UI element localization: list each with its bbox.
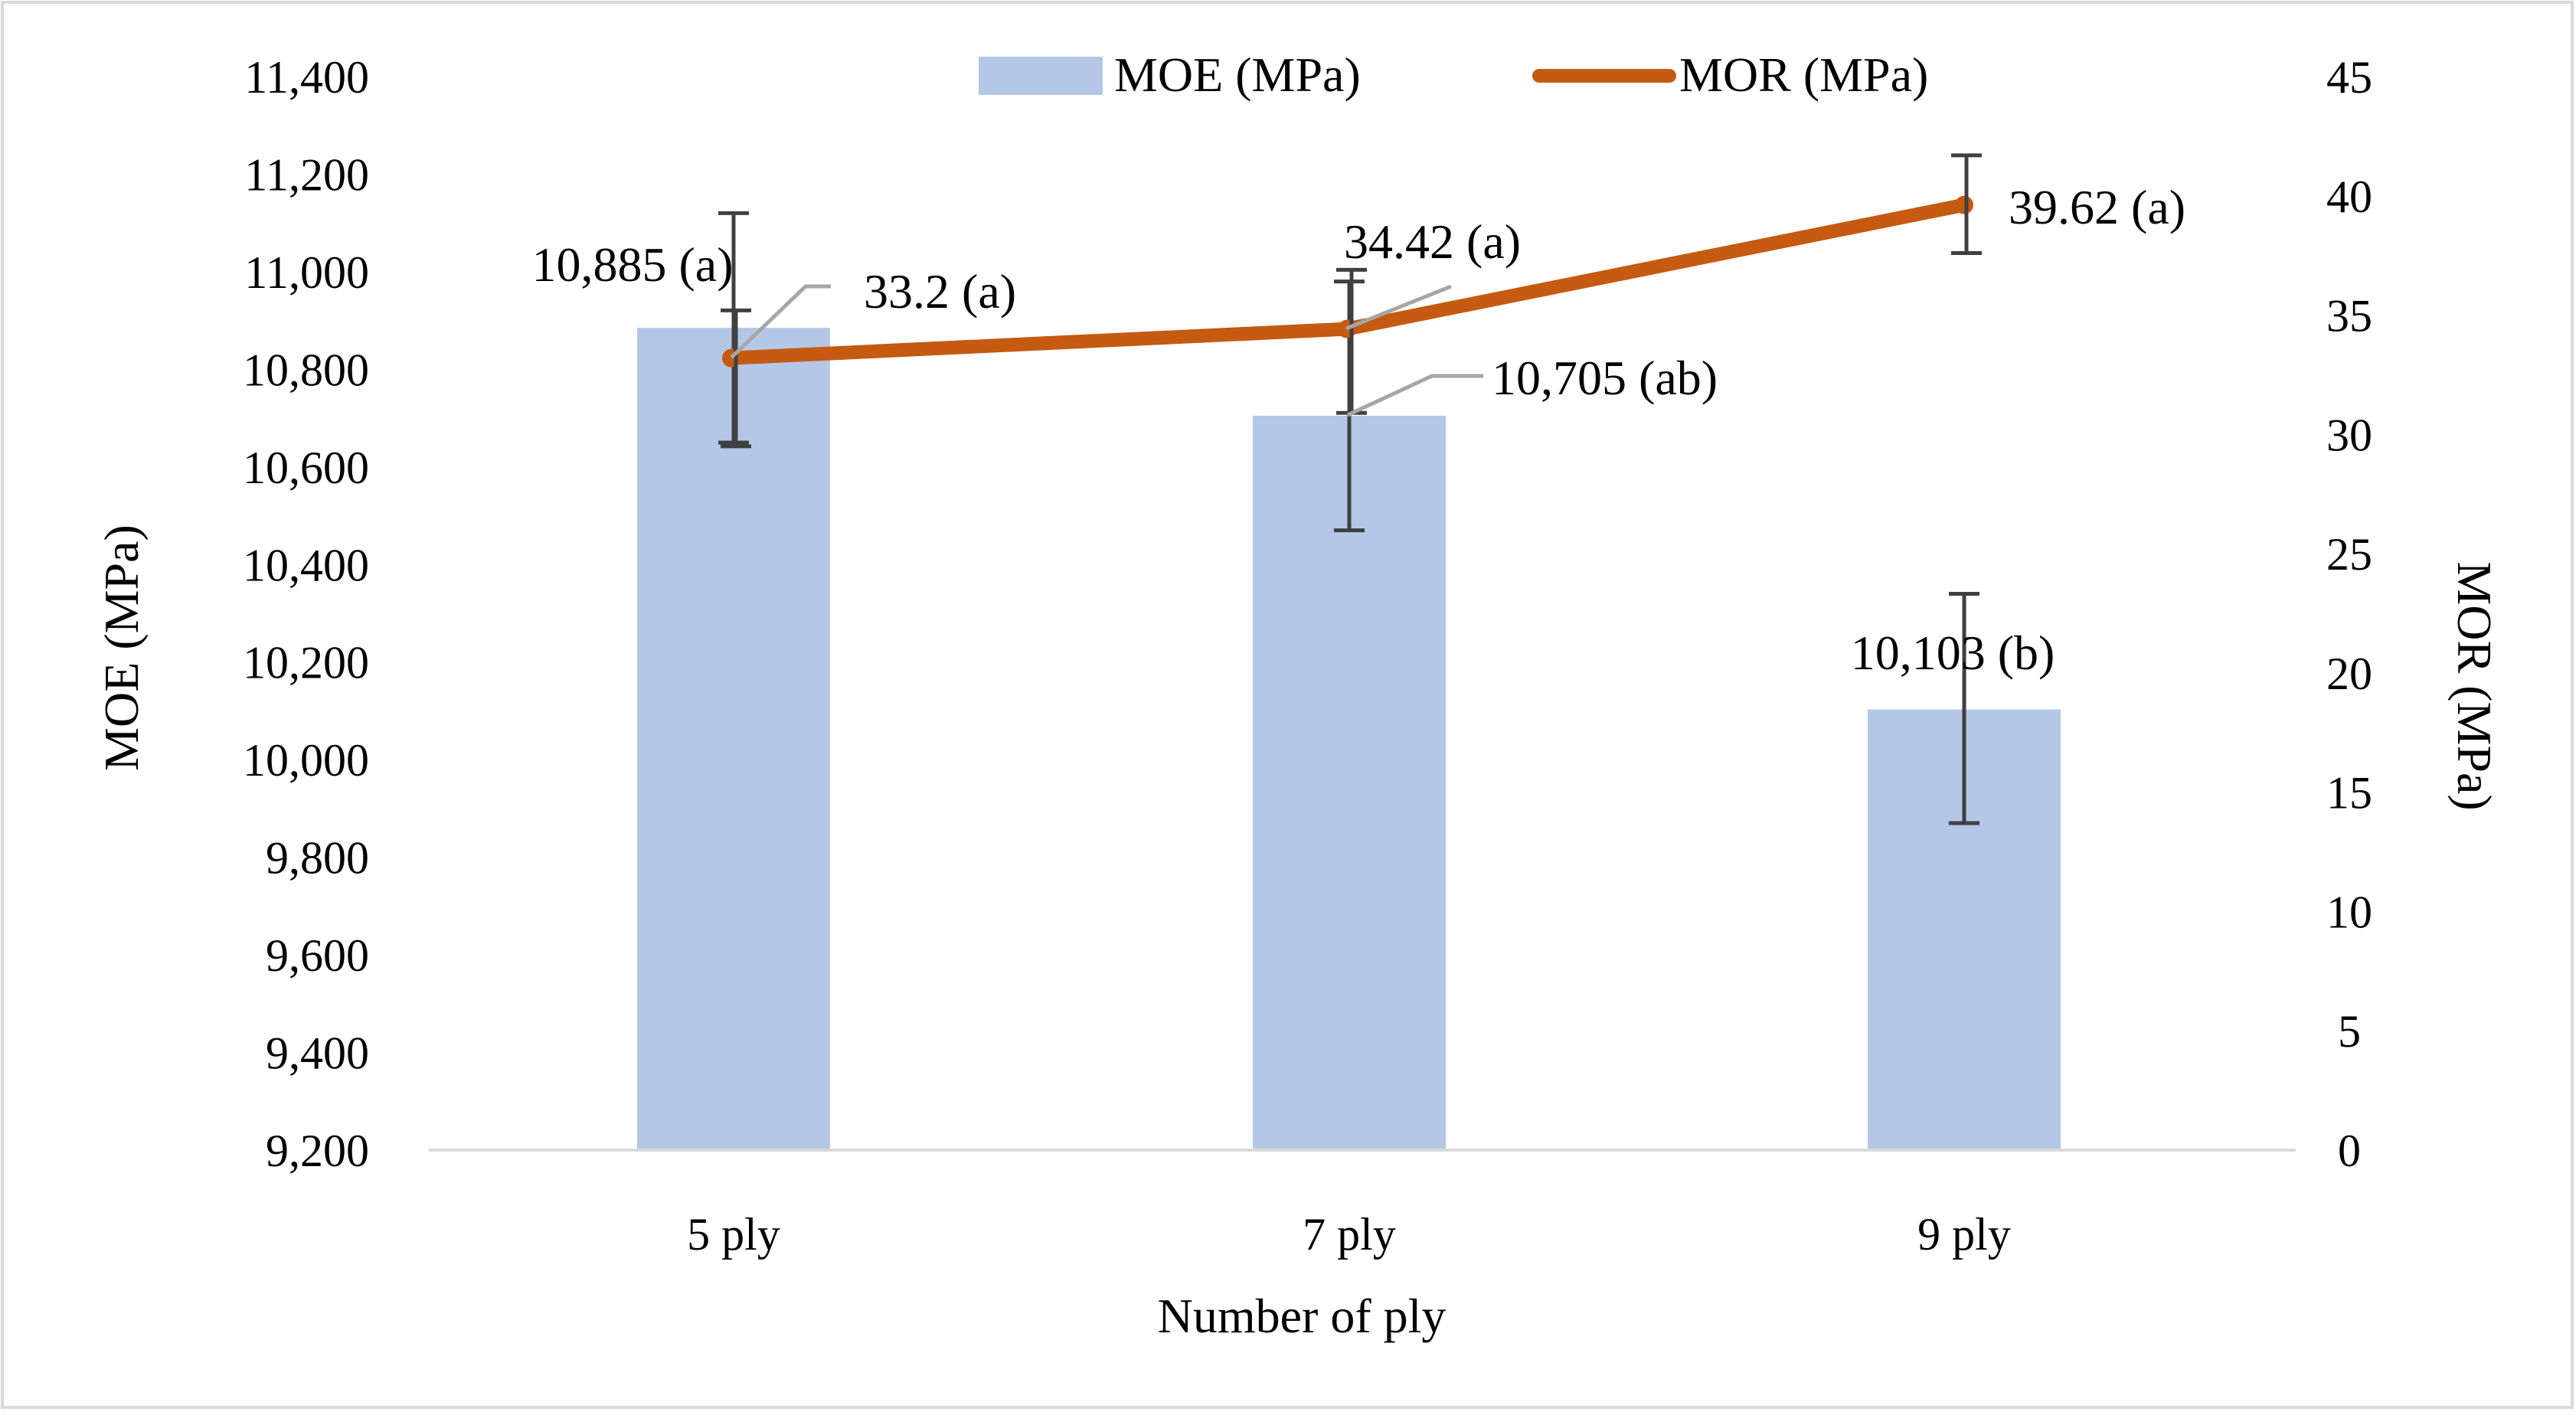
y-left-tick-label: 10,200 [243, 638, 369, 688]
y-right-tick-label: 10 [2326, 887, 2372, 937]
y-left-tick-label: 11,400 [244, 52, 369, 103]
x-axis-ticks: 5 ply 7 ply 9 ply [687, 1209, 2011, 1260]
legend-mor-label: MOR (MPa) [1679, 47, 1928, 102]
y-right-tick-label: 35 [2326, 291, 2372, 341]
mor-error-bar [721, 308, 751, 449]
moe-error-bar [718, 211, 749, 445]
y-right-tick-label: 15 [2326, 768, 2372, 819]
moe-bar [1253, 415, 1446, 1150]
y-left-tick-label: 9,400 [266, 1028, 369, 1079]
y-left-tick-label: 11,000 [244, 247, 369, 298]
left-axis-ticks: 9,200 9,400 9,600 9,800 10,000 10,200 10,400 10… [243, 52, 369, 1176]
y-right-tick-label: 20 [2326, 649, 2372, 699]
y-left-axis-title: MOE (MPa) [94, 524, 149, 771]
x-axis-title: Number of ply [1158, 1289, 1447, 1343]
moe-data-label: 10,705 (ab) [1492, 351, 1718, 405]
y-right-axis-title: MOR (MPa) [2447, 561, 2502, 810]
y-right-tick-label: 25 [2326, 529, 2372, 580]
data-labels: 10,885 (a) 10,705 (ab) 10,103 (b) 33.2 (a) 3… [531, 180, 2185, 680]
legend-moe-label: MOE (MPa) [1114, 47, 1361, 102]
x-tick-label: 9 ply [1917, 1209, 2011, 1260]
moe-data-label: 10,103 (b) [1851, 626, 2055, 680]
y-left-tick-label: 11,200 [244, 149, 369, 200]
moe-data-label: 10,885 (a) [531, 237, 733, 292]
y-left-tick-label: 9,200 [266, 1126, 369, 1176]
y-right-tick-label: 30 [2326, 410, 2372, 460]
y-left-tick-label: 9,800 [266, 833, 369, 884]
y-right-tick-label: 0 [2338, 1126, 2361, 1176]
bars-group [637, 328, 2061, 1151]
x-tick-label: 7 ply [1303, 1209, 1396, 1260]
y-left-tick-label: 10,000 [243, 735, 369, 786]
mor-error-bar [1951, 153, 1982, 256]
y-left-tick-label: 9,600 [266, 930, 369, 981]
moe-bar [637, 328, 830, 1151]
mor-data-label: 34.42 (a) [1344, 214, 1521, 269]
line-error-bars [721, 153, 1982, 449]
leader-lines [730, 284, 1483, 417]
y-left-tick-label: 10,600 [243, 443, 369, 493]
y-right-tick-label: 40 [2326, 172, 2372, 222]
leader-line-mor-7ply [1345, 284, 1452, 331]
y-left-tick-label: 10,800 [243, 345, 369, 395]
leader-line-mor-5ply [730, 284, 831, 359]
mor-data-label: 39.62 (a) [2009, 180, 2185, 234]
y-right-tick-label: 5 [2338, 1006, 2361, 1057]
leader-line-moe-7ply [1346, 374, 1483, 417]
mor-data-label: 33.2 (a) [864, 264, 1016, 319]
legend: MOE (MPa) MOR (MPa) [979, 47, 1928, 102]
legend-moe-swatch [979, 57, 1103, 95]
x-tick-label: 5 ply [687, 1209, 780, 1260]
y-left-tick-label: 10,400 [243, 540, 369, 590]
moe-error-bar [1949, 592, 1979, 825]
mor-point [1955, 195, 1973, 214]
right-axis-ticks: 0 5 10 15 20 25 30 35 40 45 [2326, 52, 2372, 1176]
y-right-tick-label: 45 [2326, 52, 2372, 103]
